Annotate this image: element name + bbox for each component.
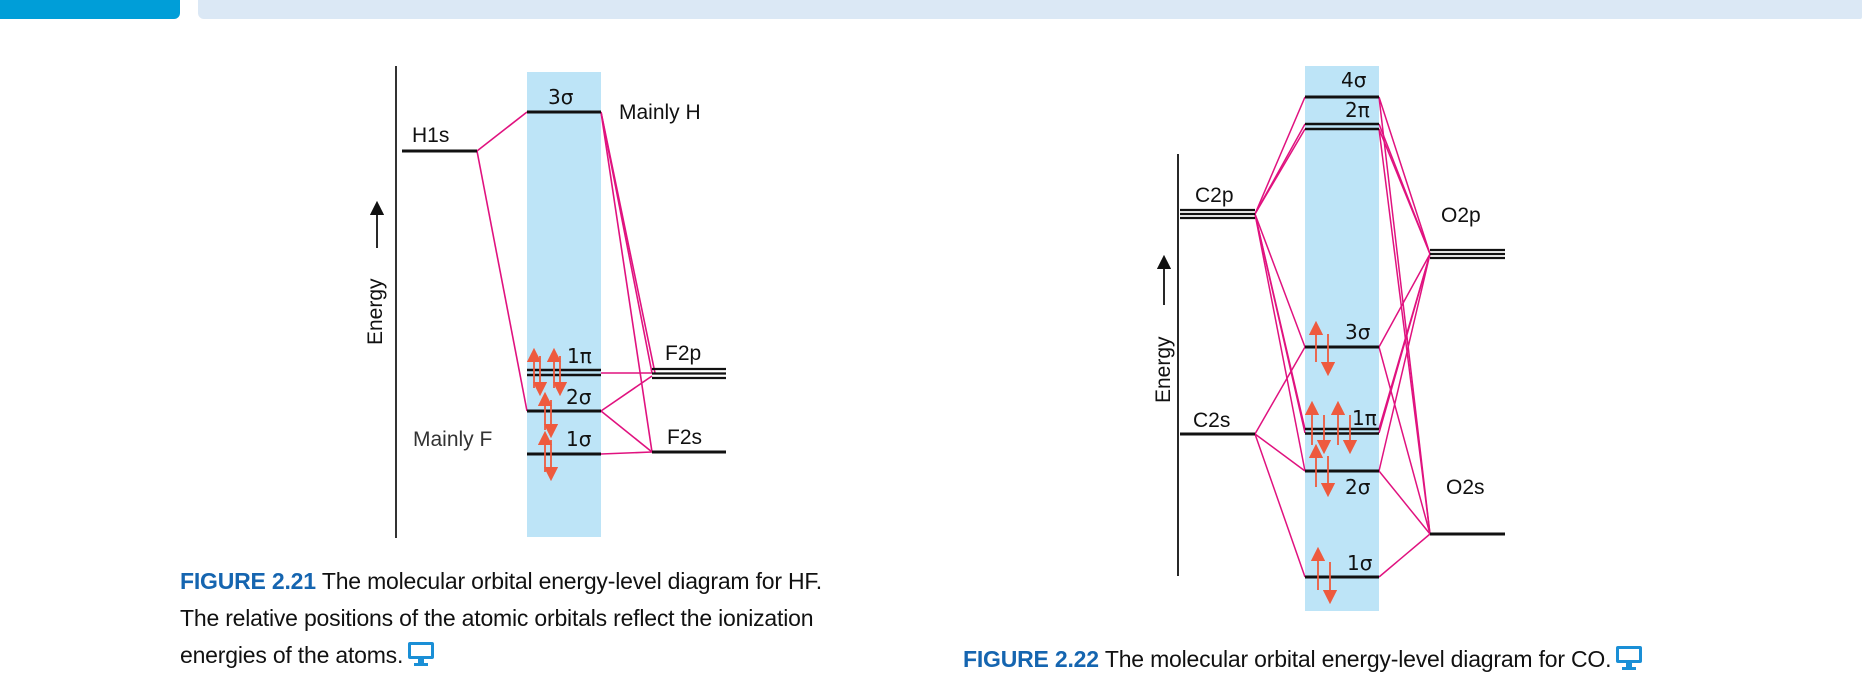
mo-2sigma-label: 2σ	[566, 385, 592, 409]
co-diagram: Energy	[1152, 66, 1505, 611]
mo-1sigma-label: 1σ	[1347, 551, 1373, 575]
mo-band	[527, 72, 601, 537]
energy-axis-label: Energy	[364, 278, 387, 345]
mo-4sigma-label: 4σ	[1341, 68, 1367, 92]
monitor-icon[interactable]	[407, 641, 435, 678]
header-bar	[198, 0, 1862, 19]
mo-1pi-label: 1π	[567, 344, 592, 368]
monitor-icon[interactable]	[1615, 645, 1643, 682]
hf-diagram: Energy H1s F2p F2s 3σ	[364, 66, 726, 538]
mainly-f-label: Mainly F	[413, 428, 492, 451]
mainly-h-label: Mainly H	[619, 101, 701, 124]
caption-text: energies of the atoms.	[180, 642, 404, 668]
energy-axis-label: Energy	[1152, 336, 1175, 403]
caption-text: The molecular orbital energy-level diagr…	[321, 568, 822, 594]
c2p-level	[1180, 208, 1255, 220]
electron-pair-arrows	[1304, 320, 1358, 605]
mo-band	[1305, 66, 1379, 611]
h1s-label: H1s	[412, 124, 449, 147]
header-tab-active	[0, 0, 180, 19]
mo-1sigma-label: 1σ	[566, 427, 592, 451]
o2s-label: O2s	[1446, 476, 1485, 499]
figure-number: FIGURE 2.21	[180, 568, 316, 594]
mo-2pi	[1305, 122, 1379, 131]
f2s-label: F2s	[667, 426, 702, 449]
correlation-lines	[1254, 96, 1431, 578]
correlation-lines	[476, 111, 656, 455]
f2p-level	[652, 367, 726, 380]
caption-text: The molecular orbital energy-level diagr…	[1104, 646, 1612, 672]
f2p-label: F2p	[665, 342, 701, 365]
mo-1pi	[1305, 427, 1379, 435]
o2p-level	[1430, 248, 1505, 260]
mo-3sigma-label: 3σ	[548, 85, 574, 109]
figure-2-22-caption: FIGURE 2.22 The molecular orbital energy-…	[963, 641, 1863, 682]
c2s-label: C2s	[1193, 409, 1230, 432]
figure-2-21-caption: FIGURE 2.21 The molecular orbital energy-…	[180, 563, 940, 678]
figure-number: FIGURE 2.22	[963, 646, 1099, 672]
mo-2sigma-label: 2σ	[1345, 475, 1371, 499]
c2p-label: C2p	[1195, 184, 1234, 207]
mo-3sigma-label: 3σ	[1345, 320, 1371, 344]
o2p-label: O2p	[1441, 204, 1481, 227]
mo-2pi-label: 2π	[1345, 98, 1370, 122]
electron-pair-arrows	[526, 347, 568, 482]
mo-1pi-label: 1π	[1352, 406, 1377, 430]
caption-text: The relative positions of the atomic orb…	[180, 605, 814, 631]
